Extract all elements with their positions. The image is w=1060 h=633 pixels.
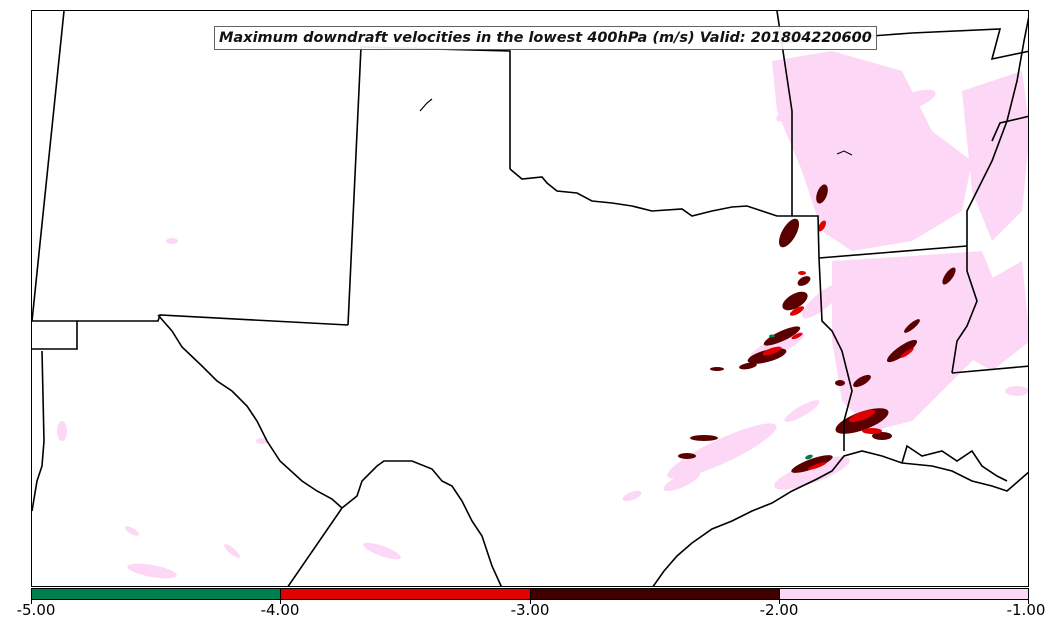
strong-downdraft-core — [791, 332, 803, 340]
colorbar-segment — [779, 589, 1028, 599]
weak-downdraft-cell — [863, 332, 901, 370]
lake-outline — [836, 150, 853, 156]
colorbar-label: -3.00 — [510, 601, 550, 619]
weak-downdraft-cell — [622, 490, 642, 502]
weak-downdraft-cell — [124, 526, 140, 536]
state-border-line — [347, 46, 511, 326]
strong-downdraft-core — [862, 428, 882, 434]
weak-downdraft-cell — [878, 366, 946, 416]
map-title: Maximum downdraft velocities in the lowe… — [214, 26, 877, 50]
weak-downdraft-cell — [1005, 386, 1028, 396]
strong-downdraft-cell — [739, 362, 757, 370]
lake-outline — [419, 98, 433, 112]
strong-downdraft-core — [807, 462, 827, 470]
strong-downdraft-core — [798, 271, 806, 275]
weak-downdraft-cell — [802, 283, 842, 319]
strong-downdraft-cell — [816, 184, 828, 204]
weak-downdraft-cell — [224, 544, 240, 558]
strong-downdraft-cell — [835, 380, 845, 386]
colorbar-label: -2.00 — [759, 601, 799, 619]
weak-downdraft-cell — [256, 438, 268, 444]
strong-downdraft-cell — [778, 218, 800, 248]
weak-downdraft-cell — [363, 542, 401, 560]
strong-downdraft-cell — [942, 267, 956, 285]
colorbar-label: -4.00 — [260, 601, 300, 619]
state-border-line — [341, 460, 502, 586]
state-border-line — [818, 245, 968, 259]
strong-downdraft-core — [789, 306, 805, 316]
weak-downdraft-cell — [784, 400, 820, 422]
state-borders — [32, 11, 1028, 586]
weak-downdraft-cell — [166, 238, 178, 244]
weak-downdraft-cell — [57, 421, 67, 441]
strong-downdraft-cell — [710, 367, 724, 371]
strong-downdraft-cell — [678, 453, 696, 459]
colorbar-label: -5.00 — [16, 601, 56, 619]
colorbar-segment — [281, 589, 531, 599]
state-border-line — [157, 314, 343, 509]
state-border-line — [951, 16, 1028, 374]
state-border-line — [32, 350, 45, 512]
strong-downdraft-cell — [690, 435, 718, 441]
state-border-line — [901, 444, 1008, 482]
state-border-line — [991, 115, 1028, 142]
state-border-line — [652, 450, 1028, 586]
extreme-downdraft-core — [805, 454, 813, 460]
state-border-line — [287, 507, 343, 586]
colorbar — [31, 588, 1029, 600]
weak-downdraft-cell — [663, 470, 701, 492]
weak-downdraft-cell — [888, 89, 936, 113]
strong-downdraft-cell — [797, 276, 811, 286]
strong-downdraft-core — [762, 346, 782, 356]
strong-downdraft-cell — [835, 408, 889, 434]
weak-downdraft-cell — [667, 423, 777, 479]
colorbar-tick — [779, 600, 780, 604]
strong-downdraft-cell — [853, 374, 871, 388]
colorbar-tick — [1028, 600, 1029, 604]
strong-downdraft-core — [818, 220, 826, 232]
colorbar-tick — [530, 600, 531, 604]
weak-downdraft-area — [832, 251, 1002, 431]
state-border-line — [77, 314, 349, 326]
strong-downdraft-cell — [872, 432, 892, 440]
colorbar-label: -1.00 — [1006, 601, 1046, 619]
downdraft-shading — [57, 51, 1028, 579]
strong-downdraft-core — [848, 409, 876, 423]
state-border-line — [792, 215, 820, 259]
weak-downdraft-area — [772, 51, 972, 251]
extreme-downdraft-core — [769, 334, 775, 338]
strong-downdraft-cell — [904, 319, 920, 333]
map-panel: Maximum downdraft velocities in the lowe… — [31, 10, 1029, 587]
state-border-line — [32, 320, 78, 350]
colorbar-segment — [530, 589, 780, 599]
state-border-line — [951, 365, 1028, 374]
state-border-line — [32, 11, 65, 322]
weak-downdraft-cell — [837, 164, 867, 198]
colorbar-tick — [31, 600, 32, 604]
strong-downdraft-cell — [782, 291, 808, 311]
colorbar-segment — [32, 589, 282, 599]
state-border-line — [509, 168, 792, 217]
strong-downdraft-core — [900, 348, 914, 358]
strong-downdraft-cell — [791, 455, 833, 473]
weak-downdraft-cell — [127, 563, 177, 579]
strong-downdraft-cell — [763, 326, 801, 346]
weak-downdraft-cell — [774, 456, 850, 490]
weak-downdraft-area — [952, 261, 1028, 371]
state-border-line — [818, 257, 853, 451]
weak-downdraft-area — [962, 71, 1028, 241]
strong-downdraft-cell — [886, 339, 918, 363]
map-canvas — [32, 11, 1028, 586]
colorbar-tick — [280, 600, 281, 604]
